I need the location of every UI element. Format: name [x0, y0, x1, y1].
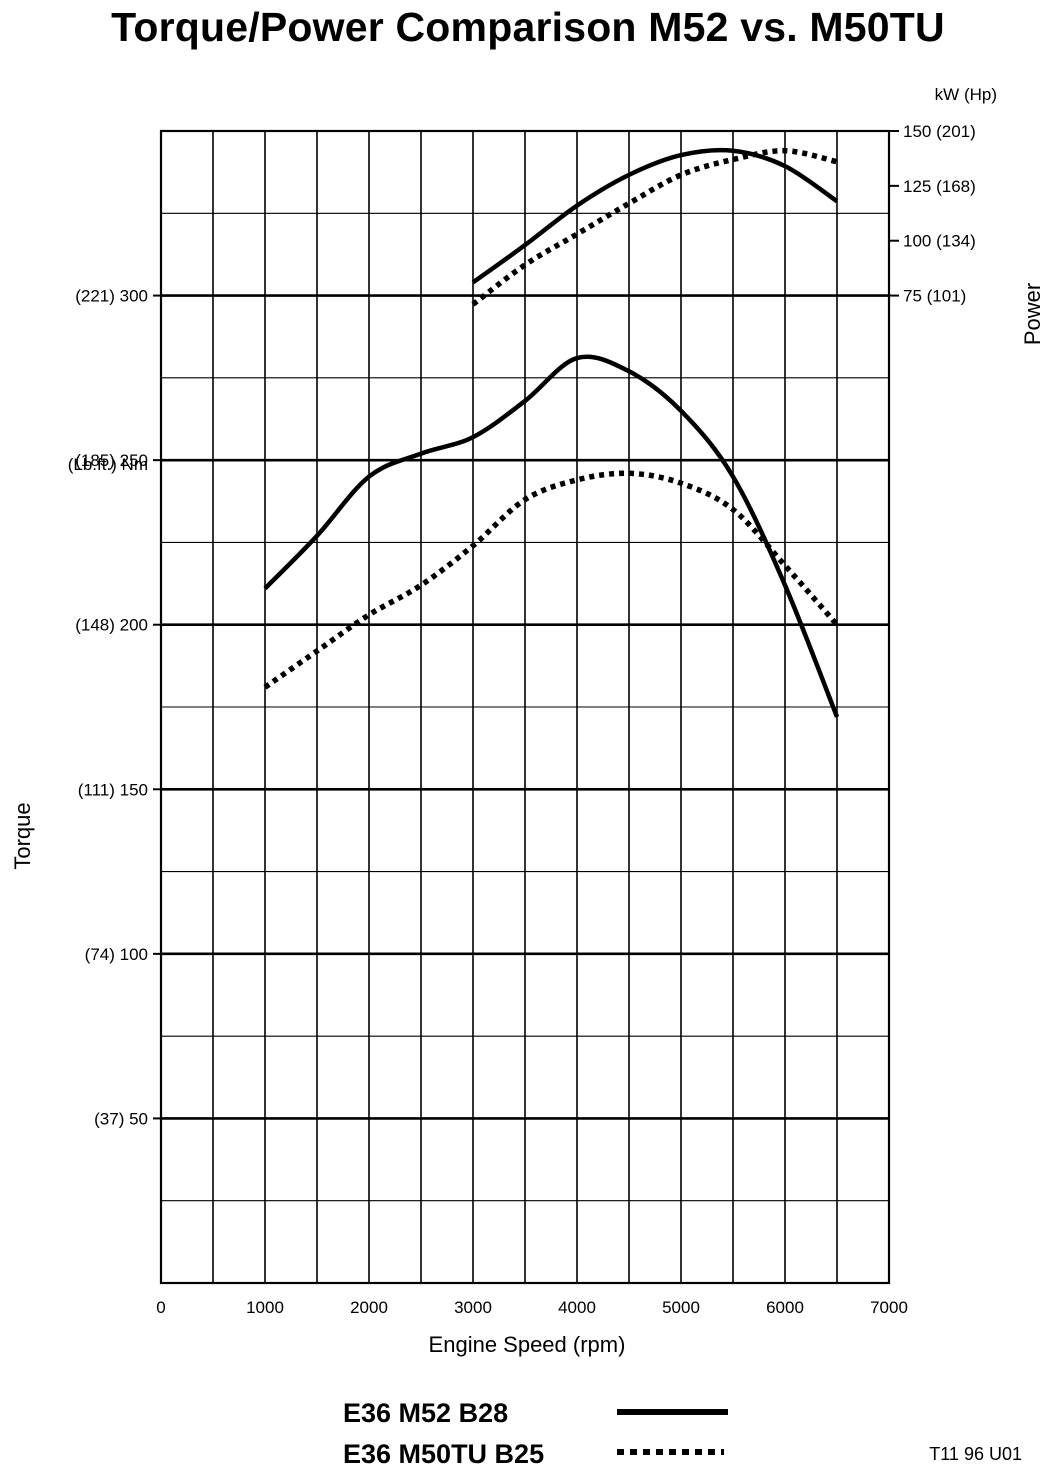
torque-tick-label: (185) 250: [75, 451, 148, 470]
m50tu-torque-line: [263, 470, 840, 690]
m50tu-power-line: [471, 147, 838, 307]
x-tick-label: 2000: [350, 1298, 388, 1317]
power-unit-label: kW (Hp): [935, 85, 997, 104]
figure-reference-code: T11 96 U01: [929, 1444, 1022, 1464]
x-tick-label: 3000: [454, 1298, 492, 1317]
tick-labels: 0 1000 2000 3000 4000 5000 6000 7000 (37) 50 (74)…: [75, 122, 976, 1317]
x-tick-label: 1000: [246, 1298, 284, 1317]
torque-unit-label: (Lb.ft.) Nm: [68, 455, 148, 474]
plot-frame: [159, 129, 891, 1285]
x-axis-label: Engine Speed (rpm): [429, 1332, 626, 1357]
torque-axis-label: Torque: [10, 802, 35, 869]
legend: E36 M52 B28 E36 M50TU B25: [343, 1398, 728, 1469]
series-lines: [263, 147, 840, 718]
power-tick-label: 75 (101): [903, 287, 966, 306]
x-tick-label: 4000: [558, 1298, 596, 1317]
m52-power-line: [471, 147, 839, 285]
x-tick-label: 6000: [766, 1298, 804, 1317]
power-tick-label: 100 (134): [903, 232, 976, 251]
m52-torque-line: [263, 354, 840, 718]
chart-title: Torque/Power Comparison M52 vs. M50TU: [111, 4, 945, 50]
legend-label-m50tu: E36 M50TU B25: [343, 1439, 544, 1469]
legend-label-m52: E36 M52 B28: [343, 1398, 508, 1428]
torque-tick-label: (221) 300: [75, 287, 148, 306]
torque-tick-label: (37) 50: [94, 1109, 148, 1128]
torque-tick-label: (74) 100: [85, 945, 148, 964]
grid: [153, 129, 899, 1285]
power-axis-label: Power: [1020, 283, 1045, 345]
power-tick-label: 150 (201): [903, 122, 976, 141]
x-tick-label: 0: [156, 1298, 165, 1317]
power-tick-label: 125 (168): [903, 177, 976, 196]
x-tick-label: 5000: [662, 1298, 700, 1317]
torque-tick-label: (148) 200: [75, 616, 148, 635]
torque-tick-label: (111) 150: [78, 780, 148, 799]
x-tick-label: 7000: [870, 1298, 908, 1317]
